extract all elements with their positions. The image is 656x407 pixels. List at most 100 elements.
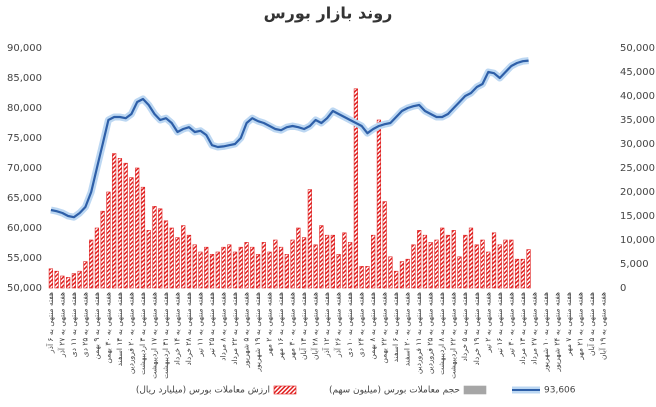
bar xyxy=(503,239,508,289)
y2ticks-label: 35,000 xyxy=(620,115,655,126)
x-tick-label: هفته منتهی به ۲۵ فروردین xyxy=(426,292,435,374)
bar xyxy=(422,234,428,289)
bar xyxy=(336,254,341,289)
bar xyxy=(313,244,318,289)
bar xyxy=(204,246,209,289)
x-tick-label: هفته منتهی به ۱۴ اسفند xyxy=(115,292,124,366)
bar xyxy=(198,251,203,289)
bar xyxy=(152,206,157,289)
bar xyxy=(123,162,128,289)
legend-swatch xyxy=(463,385,487,395)
x-tick-label: هفته منتهی به ۲۷ مرداد xyxy=(529,292,538,365)
x-tick-label: هفته منتهی به ۱۳ مرداد xyxy=(518,292,527,365)
bar xyxy=(244,242,249,289)
bar xyxy=(296,227,301,289)
bar xyxy=(175,237,180,289)
x-tick-label: هفته منتهی به ۲۵ دی xyxy=(80,292,89,357)
bar xyxy=(106,191,111,289)
bar xyxy=(474,244,479,289)
x-tick-label: هفته منتهی به ۲۴ دی xyxy=(357,292,366,357)
x-tick-label: هفته منتهی به ۸ بهمن xyxy=(368,292,377,360)
bar xyxy=(290,239,295,289)
x-tick-label: هفته منتهی به ۲۰ اسفند xyxy=(403,292,412,366)
bar xyxy=(71,273,76,289)
y2ticks-label: 45,000 xyxy=(620,67,655,78)
legend-label: 93,606 xyxy=(544,386,576,396)
x-tick-label: هفته منتهی به ۱۰ شهریور xyxy=(541,292,550,373)
x-tick-label: هفته منتهی به ۲۱ مهر xyxy=(575,292,584,361)
bar xyxy=(514,258,520,289)
bar xyxy=(388,256,393,289)
bar xyxy=(342,232,347,289)
yticks-label: 50,000 xyxy=(7,283,42,294)
bar xyxy=(261,242,266,289)
bar xyxy=(83,261,88,289)
bar xyxy=(445,234,451,289)
line-glow xyxy=(50,57,529,221)
x-tick-label: هفته منتهی به ۲ تیر xyxy=(483,292,492,353)
x-tick-label: هفته منتهی به ۱۴ آبان xyxy=(298,292,308,360)
x-tick-label: هفته منتهی به ۱۴ خرداد xyxy=(172,292,181,366)
yticks-label: 65,000 xyxy=(7,193,42,204)
yticks-label: 90,000 xyxy=(7,43,42,54)
x-tick-label: هفته منتهی به ۲۴ شهریور xyxy=(552,292,561,373)
x-tick-label: هفته منتهی به ۱۷ اردیبهشت xyxy=(149,292,158,379)
x-tick-label: هفته منتهی به ۲۸ خرداد xyxy=(184,292,193,366)
x-tick-label: هفته منتهی به ۵ شهریور xyxy=(242,292,251,368)
x-tick-label: هفته منتهی به ۱۰ دی xyxy=(345,292,354,357)
x-tick-label: هفته منتهی به ۲۸ آبان xyxy=(310,292,320,360)
bar xyxy=(209,254,215,289)
legend-label: حجم معاملات بورس (میلیون سهم) xyxy=(329,386,460,396)
x-tick-label: هفته منتهی به ۲۷ آذر xyxy=(56,292,66,358)
bar xyxy=(451,230,456,289)
x-tick-label: هفته منتهی به ۵ آبان xyxy=(586,292,596,356)
x-tick-label: هفته منتهی به ۶ آذر xyxy=(45,292,55,354)
x-tick-label: هفته منتهی به ۵ خرداد xyxy=(460,292,469,362)
y2ticks-label: 10,000 xyxy=(620,235,655,246)
y2ticks-label: 0 xyxy=(620,283,626,294)
bar xyxy=(434,239,439,289)
bar xyxy=(371,234,376,289)
yticks-label: 70,000 xyxy=(7,163,42,174)
bar xyxy=(255,254,261,289)
bar xyxy=(232,251,238,289)
yticks-label: 80,000 xyxy=(7,103,42,114)
bar xyxy=(89,239,94,289)
bar xyxy=(227,244,232,289)
bar xyxy=(117,158,123,289)
x-tick-label: هفته منتهی به ۱۱ فروردین xyxy=(414,292,423,374)
bar xyxy=(238,246,243,289)
bar xyxy=(273,239,278,289)
yticks-label: 75,000 xyxy=(7,133,42,144)
y2ticks-label: 40,000 xyxy=(620,91,655,102)
bar xyxy=(399,261,405,289)
bar xyxy=(66,277,71,289)
bar xyxy=(319,225,324,289)
x-tick-label: هفته منتهی به ۳۱ اردیبهشت xyxy=(161,292,170,379)
bar xyxy=(60,275,65,289)
x-tick-label: هفته منتهی به ۲ مهر xyxy=(265,292,274,357)
bar xyxy=(112,153,117,289)
bar xyxy=(54,270,59,289)
x-tick-label: هفته منتهی به ۳۰ بهمن xyxy=(103,292,112,364)
bar xyxy=(215,251,220,289)
bar xyxy=(140,186,146,289)
y2ticks-label: 50,000 xyxy=(620,43,655,54)
bar xyxy=(491,232,497,289)
x-tick-label: هفته منتهی به ۳۰ تیر xyxy=(506,292,515,358)
x-tick-label: هفته منتهی به ۱۹ خرداد xyxy=(472,292,481,366)
bar xyxy=(382,201,387,289)
legend-label: ارزش معاملات بورس (میلیارد ریال) xyxy=(136,386,270,396)
bar xyxy=(497,244,502,289)
bar xyxy=(325,234,330,289)
x-tick-label: هفته منتهی به ۳۰ مهر xyxy=(288,292,297,361)
x-tick-label: هفته منتهی به ۲۰ فروردین xyxy=(126,292,135,374)
bar xyxy=(250,246,255,289)
bar xyxy=(221,246,226,289)
bar xyxy=(94,227,100,289)
y2ticks-label: 25,000 xyxy=(620,163,655,174)
bar xyxy=(77,270,82,289)
bar xyxy=(135,167,140,289)
bar xyxy=(428,242,433,289)
